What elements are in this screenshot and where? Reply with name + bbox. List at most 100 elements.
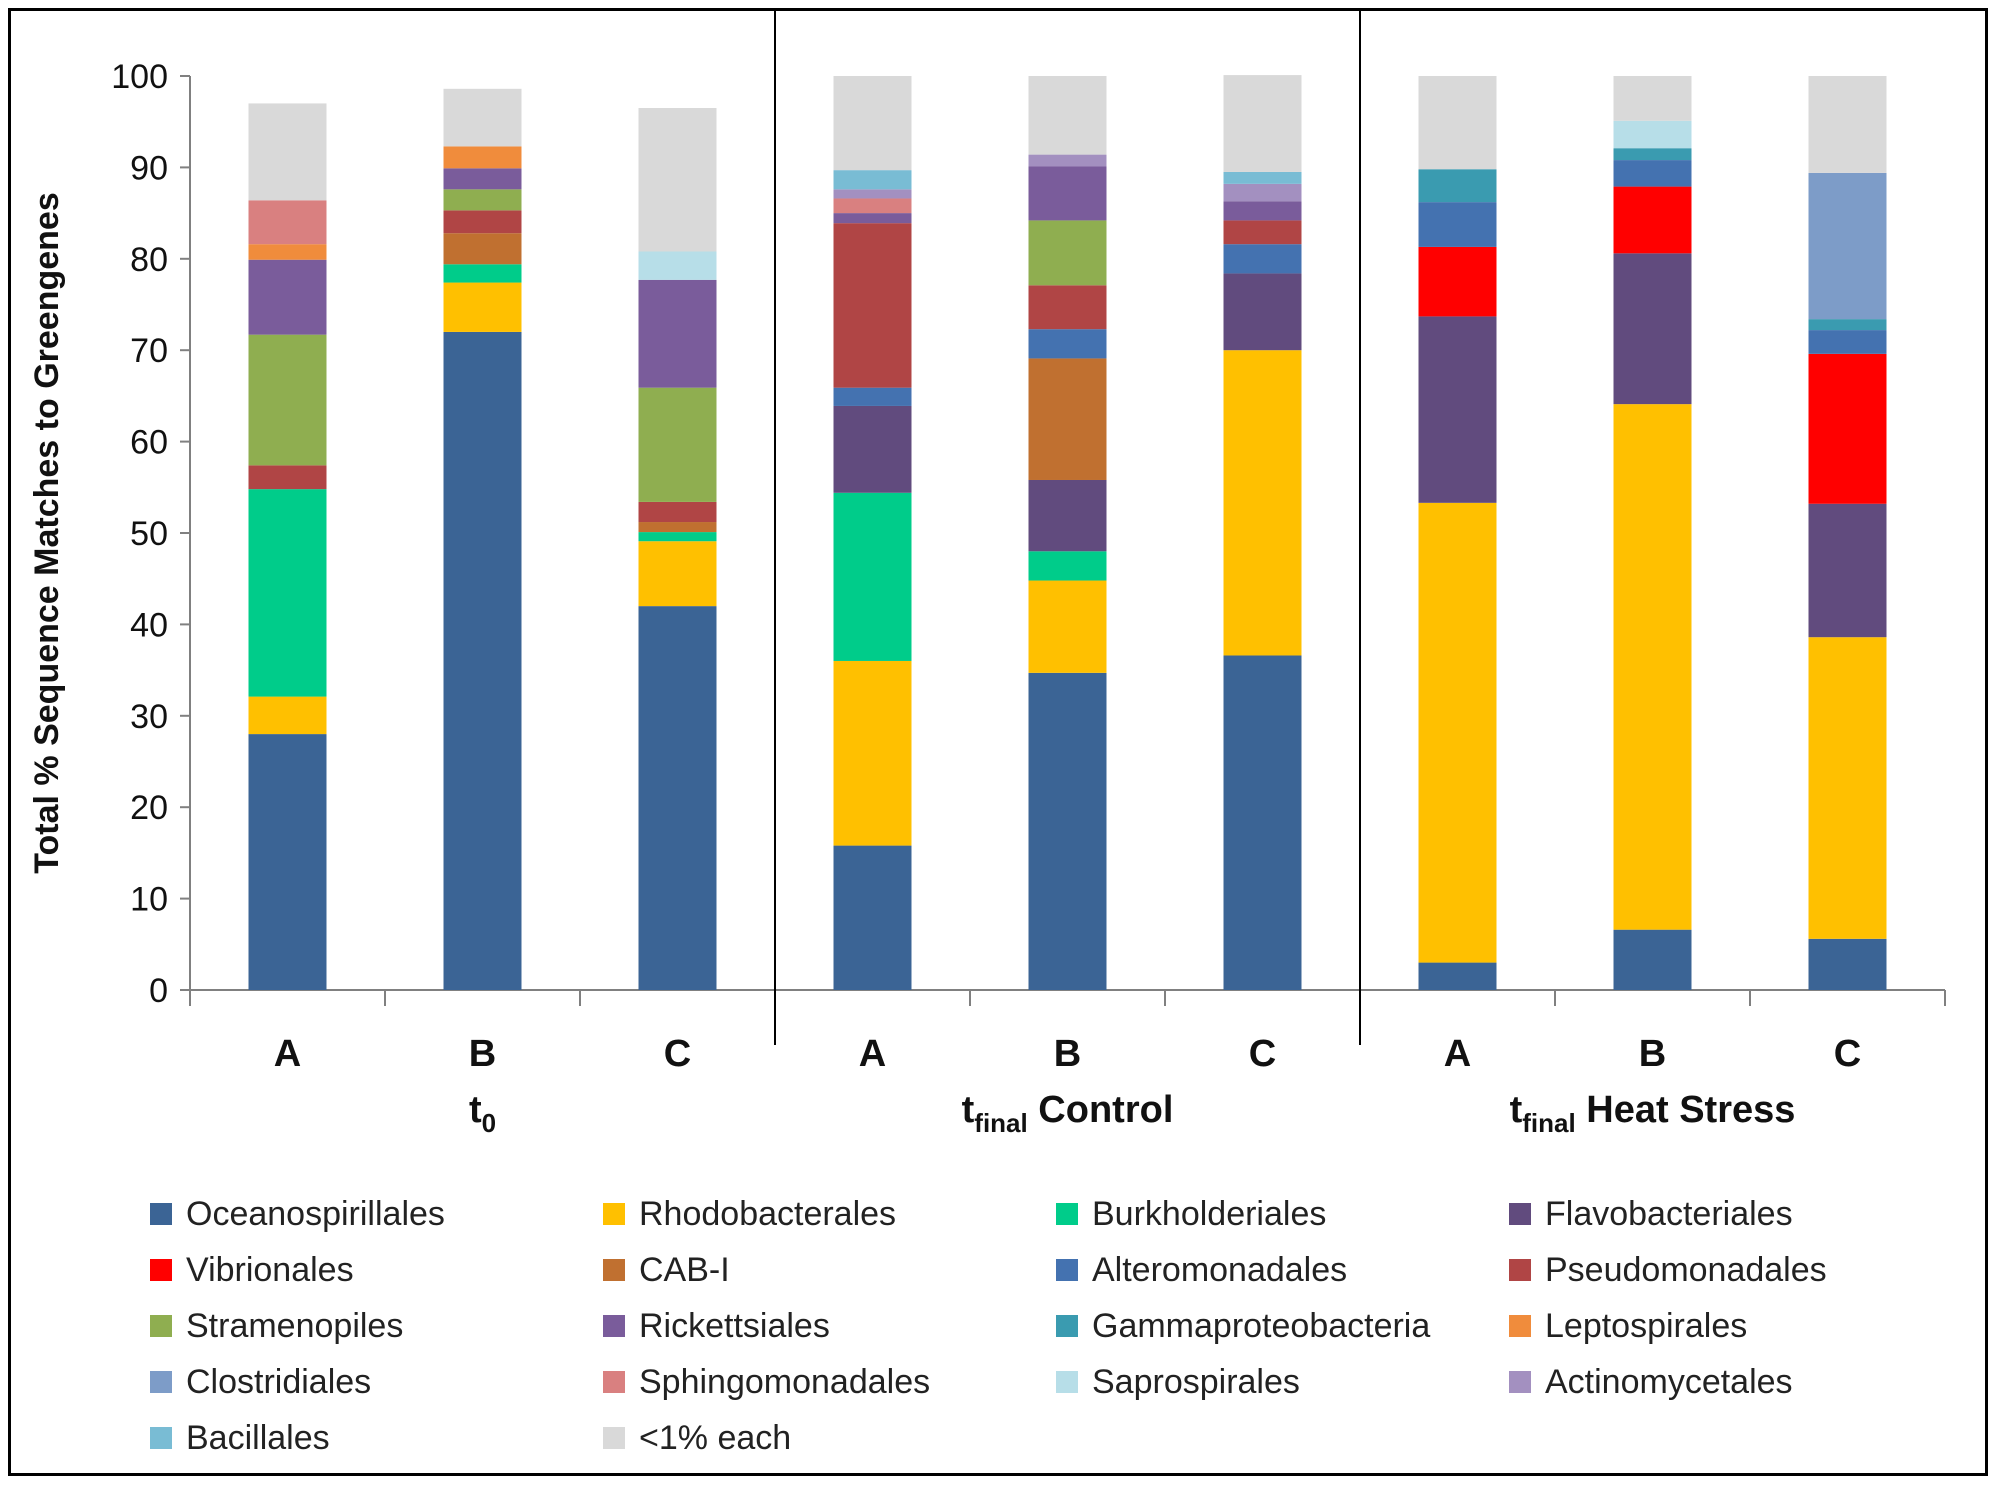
bar-segment: [1613, 120, 1692, 149]
bar-segment: [638, 541, 717, 607]
legend-item: Leptospirales: [1509, 1307, 1962, 1345]
bar-segment: [1418, 316, 1497, 503]
bar-segment: [1223, 350, 1302, 656]
legend-item: Vibrionales: [150, 1251, 603, 1289]
bar-segment: [638, 251, 717, 280]
bar-segment: [1418, 962, 1497, 990]
bar-segment: [1613, 148, 1692, 161]
legend-swatch: [150, 1259, 172, 1281]
legend-item: Sphingomonadales: [603, 1363, 1056, 1401]
bar-segment: [1223, 171, 1302, 184]
legend-swatch: [150, 1315, 172, 1337]
bar-segment: [1418, 246, 1497, 317]
bar-segment: [1028, 166, 1107, 221]
legend-label: CAB-I: [639, 1250, 730, 1289]
bar-segment: [1418, 76, 1497, 170]
legend-swatch: [603, 1259, 625, 1281]
x-tick-label: B: [1639, 1033, 1666, 1075]
legend-label: Actinomycetales: [1545, 1362, 1793, 1401]
bar-segment: [248, 259, 327, 335]
bar-segment: [638, 501, 717, 523]
legend-swatch: [1056, 1371, 1078, 1393]
bar-segment: [1028, 329, 1107, 359]
bar-segment: [443, 189, 522, 211]
bar-segment: [1028, 154, 1107, 167]
bar-segment: [638, 606, 717, 990]
legend-swatch: [603, 1371, 625, 1393]
bar-segment: [1808, 330, 1887, 354]
bar-segment: [443, 331, 522, 990]
bar-segment: [248, 696, 327, 735]
legend-item: Clostridiales: [150, 1363, 603, 1401]
bar-segment: [1808, 76, 1887, 173]
legend-swatch: [603, 1203, 625, 1225]
legend-swatch: [1056, 1259, 1078, 1281]
legend-item: Pseudomonadales: [1509, 1251, 1962, 1289]
chart-frame: [8, 8, 1988, 1476]
x-tick-label: B: [1054, 1033, 1081, 1075]
bar-segment: [833, 170, 912, 190]
bar-segment: [1028, 551, 1107, 581]
legend-label: <1% each: [639, 1418, 792, 1457]
bar-segment: [1418, 202, 1497, 247]
y-tick-label: 60: [130, 424, 168, 462]
group-label: tfinal Control: [962, 1089, 1174, 1138]
bar-segment: [833, 405, 912, 493]
legend-item: Rickettsiales: [603, 1307, 1056, 1345]
legend-item: Bacillales: [150, 1419, 603, 1457]
y-tick-label: 20: [130, 789, 168, 827]
legend-label: Stramenopiles: [186, 1306, 404, 1345]
x-tick-label: A: [1444, 1033, 1471, 1075]
legend: Oceanospirillales Rhodobacterales Burkhold…: [150, 1195, 1950, 1457]
bar-segment: [1808, 172, 1887, 320]
legend-label: Vibrionales: [186, 1250, 354, 1289]
bar-segment: [1028, 358, 1107, 480]
y-tick-label: 0: [149, 972, 168, 1010]
bar-segment: [638, 107, 717, 252]
y-tick-label: 30: [130, 698, 168, 736]
bar-segment: [833, 223, 912, 388]
bar-segment: [833, 660, 912, 846]
bar-segment: [1028, 672, 1107, 990]
bar-segment: [1223, 201, 1302, 221]
bar-segment: [1028, 479, 1107, 552]
legend-swatch: [1509, 1259, 1531, 1281]
legend-label: Alteromonadales: [1092, 1250, 1348, 1289]
legend-item: Rhodobacterales: [603, 1195, 1056, 1233]
bar-segment: [1028, 285, 1107, 330]
bar-segment: [1028, 220, 1107, 286]
group-label: t0: [469, 1089, 496, 1138]
bar-segment: [443, 146, 522, 169]
bar-segment: [833, 76, 912, 171]
bar-segment: [1223, 273, 1302, 351]
legend-item: Gammaproteobacteria: [1056, 1307, 1509, 1345]
bar-segment: [638, 279, 717, 388]
bar-segment: [1418, 502, 1497, 963]
bar-segment: [248, 103, 327, 201]
legend-item: Alteromonadales: [1056, 1251, 1509, 1289]
bar-segment: [1613, 76, 1692, 121]
bar-segment: [638, 387, 717, 502]
bar-segment: [443, 264, 522, 283]
legend-label: Saprospirales: [1092, 1362, 1300, 1401]
legend-label: Rickettsiales: [639, 1306, 830, 1345]
legend-item: Stramenopiles: [150, 1307, 603, 1345]
bar-segment: [833, 189, 912, 199]
bar-segment: [1223, 183, 1302, 202]
bar-segment: [443, 210, 522, 234]
legend-swatch: [1509, 1203, 1531, 1225]
legend-swatch: [603, 1427, 625, 1449]
bar-segment: [1613, 160, 1692, 187]
legend-item: Actinomycetales: [1509, 1363, 1962, 1401]
bar-segment: [1028, 76, 1107, 155]
bar-segment: [248, 465, 327, 490]
bar-segment: [1613, 253, 1692, 405]
legend-swatch: [1509, 1315, 1531, 1337]
legend-item: CAB-I: [603, 1251, 1056, 1289]
legend-label: Clostridiales: [186, 1362, 372, 1401]
bar-segment: [1028, 580, 1107, 673]
bar-segment: [833, 492, 912, 661]
bar-segment: [1808, 503, 1887, 638]
x-tick-label: A: [274, 1033, 301, 1075]
bar-segment: [1613, 404, 1692, 930]
